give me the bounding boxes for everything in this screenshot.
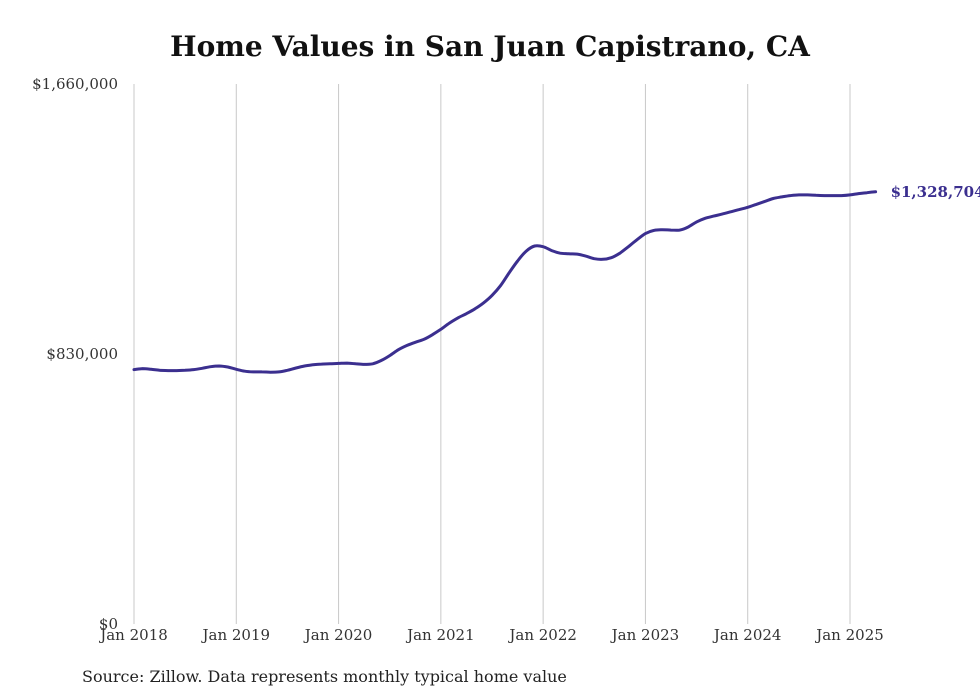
x-tick-label: Jan 2019	[201, 626, 271, 644]
x-tick-label: Jan 2020	[303, 626, 373, 644]
x-tick-label: Jan 2021	[405, 626, 475, 644]
latest-value-label: $1,328,704	[891, 183, 980, 201]
x-axis-tick-labels: Jan 2018 Jan 2019 Jan 2020 Jan 2021 Jan 2022…	[98, 626, 884, 644]
vertical-gridlines	[133, 84, 851, 624]
x-tick-label: Jan 2023	[610, 626, 680, 644]
x-tick-label: Jan 2018	[98, 626, 168, 644]
x-tick-label: Jan 2024	[712, 626, 782, 644]
x-tick-label: Jan 2022	[507, 626, 577, 644]
y-tick-label: $0	[99, 615, 118, 633]
chart-title: Home Values in San Juan Capistrano, CA	[170, 30, 810, 63]
home-value-series-line	[132, 190, 878, 374]
source-note: Source: Zillow. Data represents monthly …	[82, 667, 567, 686]
y-tick-label: $1,660,000	[32, 75, 118, 93]
x-tick-label: Jan 2025	[814, 626, 884, 644]
y-axis-tick-labels: $0 $830,000 $1,660,000	[32, 75, 118, 633]
y-tick-label: $830,000	[46, 345, 118, 363]
